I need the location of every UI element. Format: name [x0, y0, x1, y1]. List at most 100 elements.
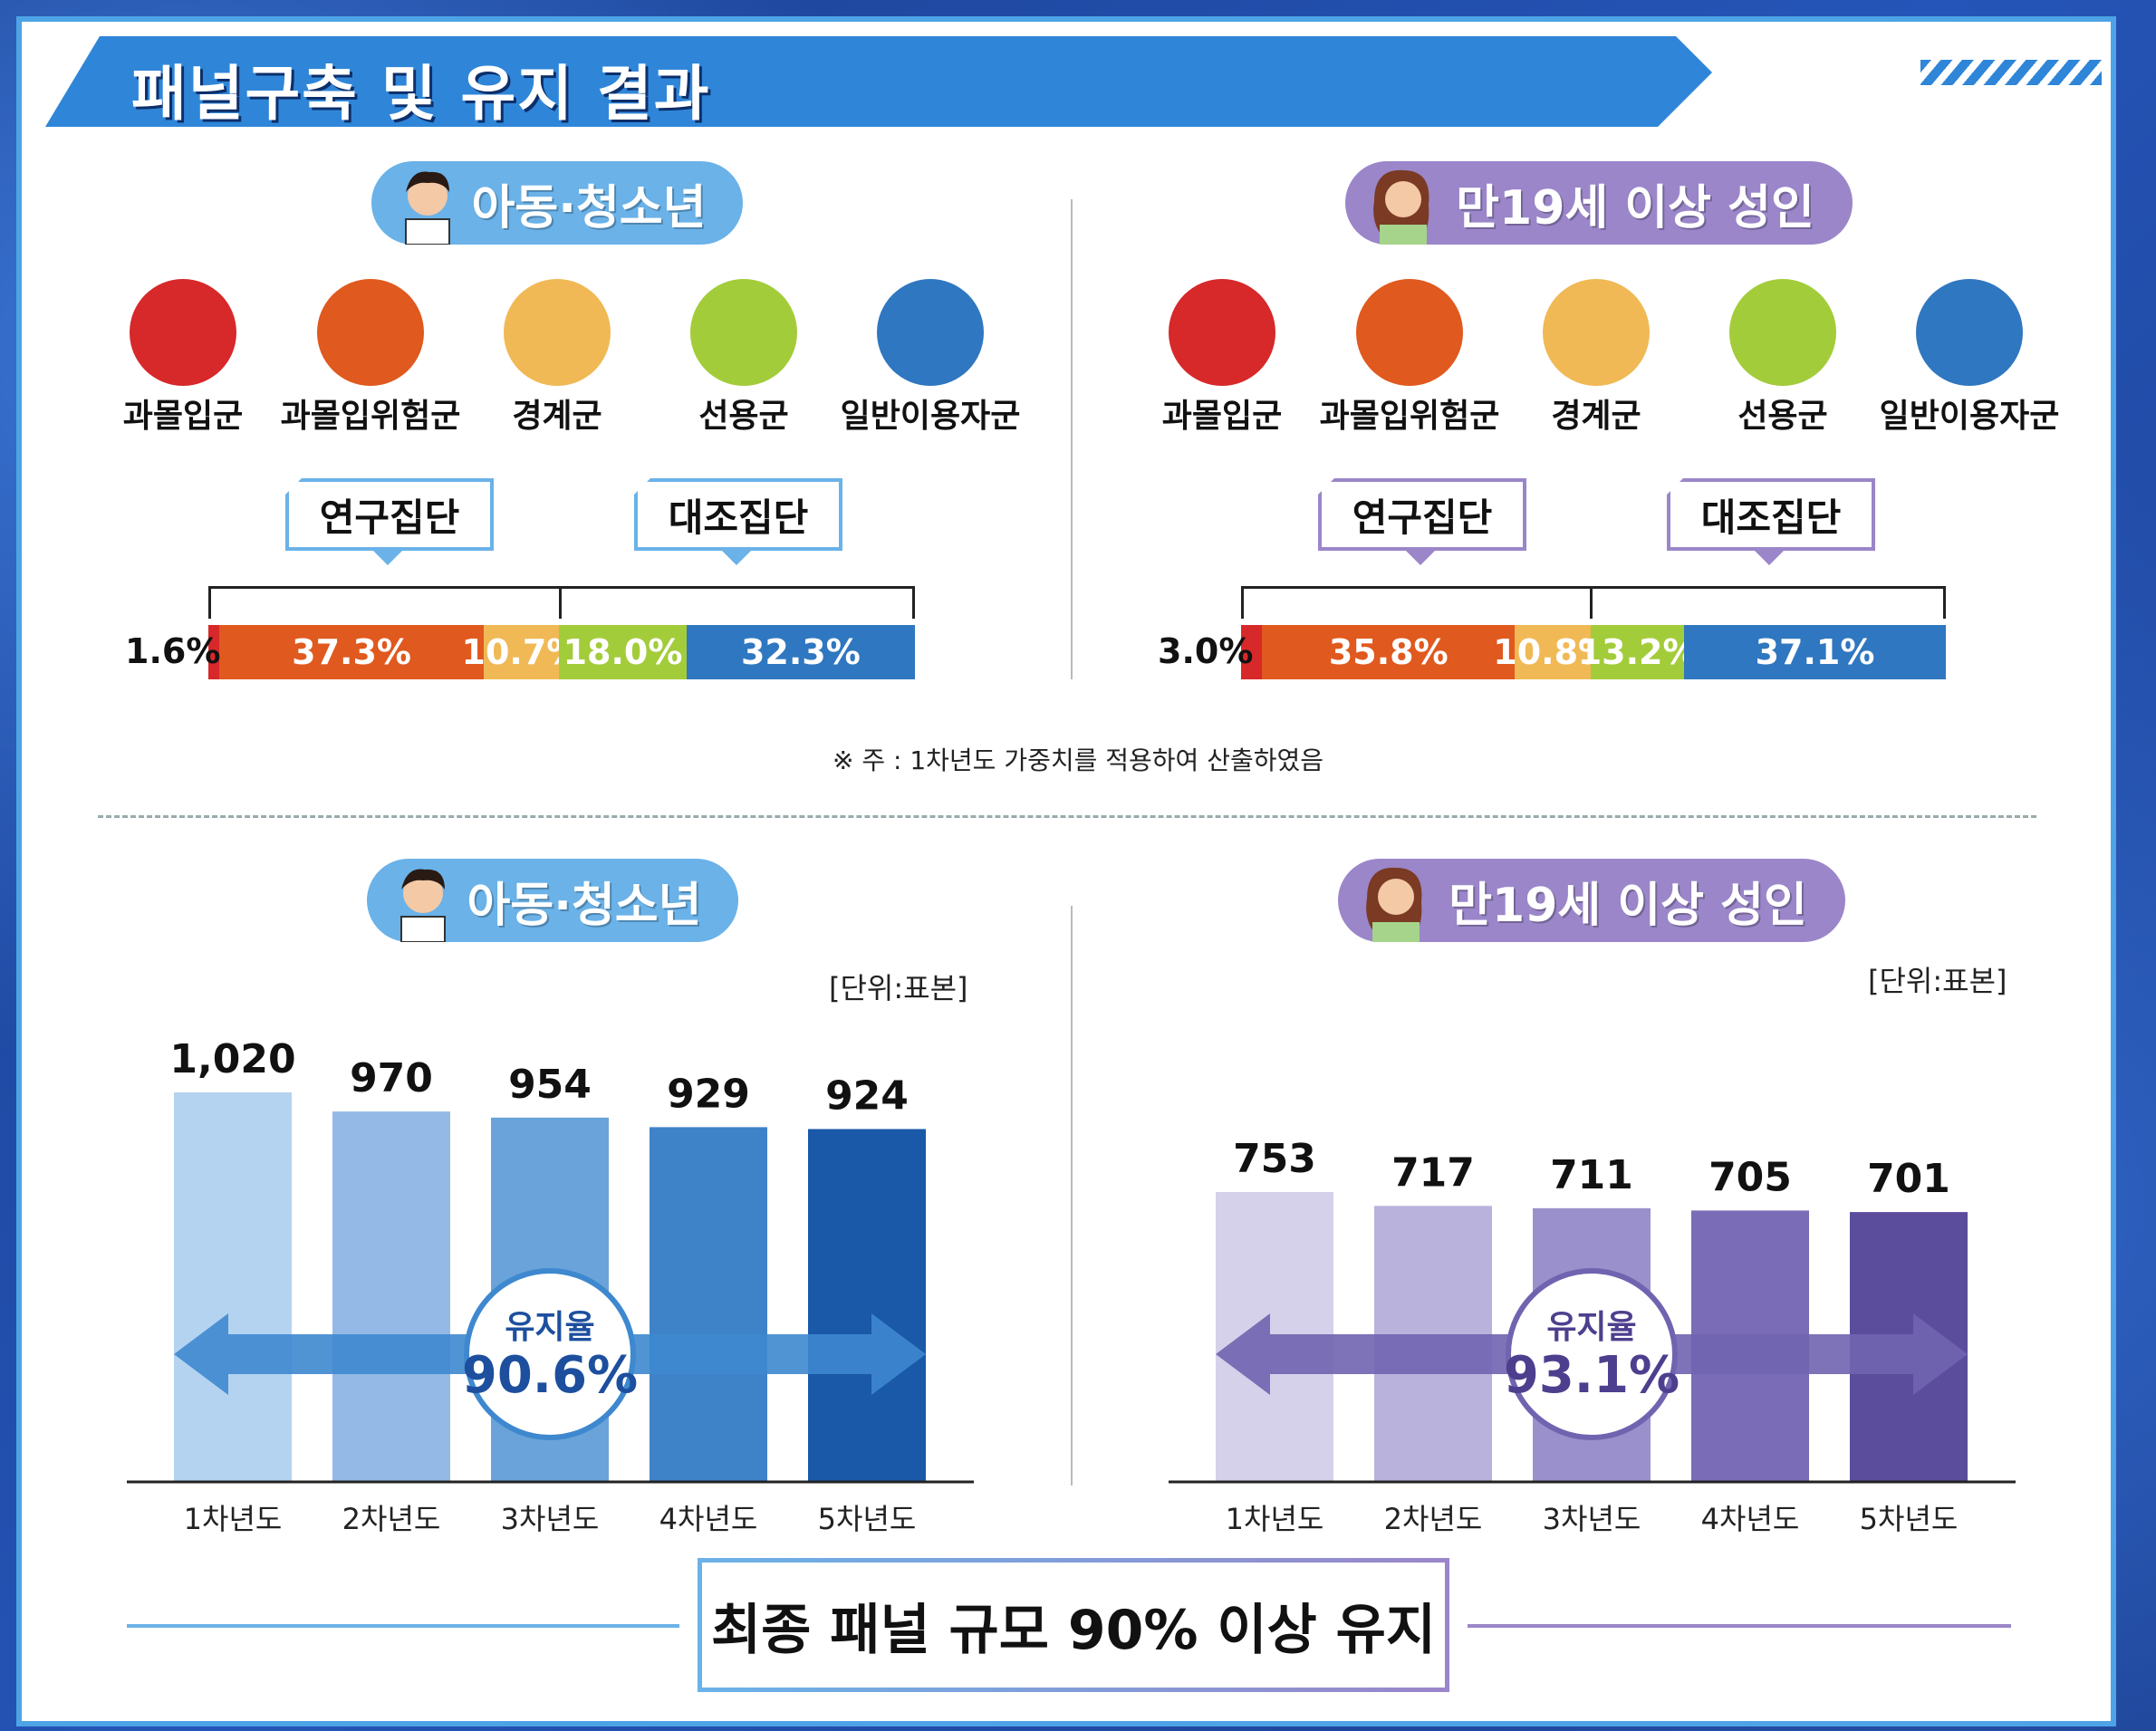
group-label: 일반이용자군	[840, 398, 1021, 435]
children-pill-label: 아동·청소년	[471, 180, 707, 236]
x-tick-label: 3차년도	[1543, 1502, 1641, 1536]
footnote: ※ 주 : 1차년도 가중치를 적용하여 산출하였음	[832, 745, 1324, 775]
bar-value-label: 929	[667, 1071, 750, 1117]
x-tick-label: 3차년도	[501, 1502, 600, 1536]
bar	[650, 1127, 767, 1482]
study-bracket	[208, 586, 562, 619]
group-label: 과몰입위험군	[280, 398, 461, 435]
title-banner	[45, 36, 1712, 127]
retention-badge	[1506, 1268, 1678, 1440]
unit-label: [단위:표본]	[829, 971, 968, 1005]
composition-segment: 37.1%	[1684, 625, 1946, 679]
group-label: 경계군	[1551, 398, 1641, 435]
column-divider	[1071, 199, 1073, 679]
good-use-group-icon	[690, 279, 797, 386]
composition-segment: 10.7%	[462, 625, 581, 679]
bar-value-label: 717	[1391, 1149, 1475, 1196]
x-tick-label: 2차년도	[1384, 1502, 1483, 1536]
x-tick-label: 4차년도	[1701, 1502, 1800, 1536]
overuse-group-icon	[130, 279, 236, 386]
x-tick-label: 5차년도	[1860, 1502, 1959, 1536]
adult-avatar-icon	[1366, 867, 1422, 942]
bar-value-label: 705	[1708, 1154, 1792, 1200]
group-label: 과몰입군	[122, 398, 244, 435]
segment-label: 32.3%	[740, 632, 861, 672]
bar-value-label: 954	[508, 1062, 592, 1108]
composition-segment: 18.0%	[559, 625, 687, 679]
child-avatar-icon	[400, 869, 446, 942]
bar-value-label: 1,020	[169, 1036, 295, 1082]
study-group-tag: 연구집단	[285, 478, 494, 551]
x-tick-label: 1차년도	[184, 1502, 283, 1536]
overuse-group-icon	[1169, 279, 1275, 386]
segment-label: 13.2%	[1577, 632, 1698, 672]
banner-line-right	[1468, 1624, 2011, 1628]
control-bracket	[1590, 586, 1946, 619]
retention-value: 90.6%	[462, 1346, 638, 1405]
caution-group-icon	[1543, 279, 1650, 386]
children-pill: 아동·청소년	[367, 859, 738, 942]
summary-banner: 최종 패널 규모 90% 이상 유지	[698, 1558, 1449, 1692]
first-segment-label: 1.6%	[125, 631, 221, 671]
bar-value-label: 970	[350, 1055, 433, 1101]
tag-pointer	[720, 549, 753, 565]
x-tick-label: 2차년도	[342, 1502, 441, 1536]
group-label: 선용군	[698, 398, 789, 435]
x-tick-label: 1차년도	[1226, 1502, 1324, 1536]
x-tick-label: 5차년도	[818, 1502, 917, 1536]
composition-segment: 32.3%	[686, 625, 915, 679]
children-composition-bar: 37.3% 10.7% 18.0% 32.3%	[208, 625, 915, 679]
bar	[808, 1129, 926, 1482]
group-label: 과몰입군	[1161, 398, 1283, 435]
tag-pointer	[371, 549, 404, 565]
segment-label: 37.3%	[292, 632, 412, 672]
unit-label: [단위:표본]	[1868, 964, 2007, 998]
group-label: 과몰입위험군	[1319, 398, 1500, 435]
adults-pill-label: 만19세 이상 성인	[1456, 180, 1814, 236]
first-segment-label: 3.0%	[1158, 631, 1254, 671]
children-sample-chart: 1,020 1차년도 970 2차년도 954 3차년도 929 4차년도 924 5차년도 유지율…	[127, 1036, 974, 1536]
control-bracket	[559, 586, 915, 619]
bar-value-label: 924	[825, 1072, 909, 1119]
banner-line-left	[127, 1624, 679, 1628]
adults-sample-chart: 753 1차년도 717 2차년도 711 3차년도 705 4차년도 701 5차년도 유지율93…	[1169, 1136, 2016, 1536]
retention-badge	[464, 1268, 636, 1440]
study-bracket	[1241, 586, 1593, 619]
bar-value-label: 753	[1233, 1136, 1316, 1182]
bar	[332, 1111, 450, 1482]
retention-value: 93.1%	[1504, 1346, 1680, 1405]
adults-composition-bar: 35.8% 10.8% 13.2% 37.1%	[1241, 625, 1946, 679]
composition-segment	[1241, 625, 1263, 679]
children-pill: 아동·청소년	[371, 161, 743, 245]
adult-avatar-icon	[1373, 169, 1429, 245]
bar-value-label: 711	[1550, 1152, 1633, 1198]
composition-segment: 13.2%	[1578, 625, 1698, 679]
composition-segment	[208, 625, 220, 679]
bar-value-label: 701	[1867, 1156, 1950, 1202]
section-divider	[98, 815, 2036, 818]
segment-label: 35.8%	[1328, 632, 1449, 672]
adults-pill: 만19세 이상 성인	[1345, 161, 1853, 245]
adults-pill: 만19세 이상 성인	[1338, 859, 1845, 942]
general-user-group-icon	[877, 279, 984, 386]
tag-pointer	[1753, 549, 1785, 565]
group-label: 경계군	[512, 398, 602, 435]
general-user-group-icon	[1916, 279, 2023, 386]
good-use-group-icon	[1729, 279, 1836, 386]
x-tick-label: 4차년도	[659, 1502, 758, 1536]
adults-pill-label: 만19세 이상 성인	[1449, 878, 1807, 933]
children-pill-label: 아동·청소년	[467, 878, 702, 933]
tag-pointer	[1404, 549, 1437, 565]
composition-segment: 35.8%	[1262, 625, 1516, 679]
retention-label: 유지율	[1546, 1309, 1636, 1346]
composition-segment: 37.3%	[219, 625, 484, 679]
column-divider	[1071, 906, 1073, 1486]
retention-label: 유지율	[505, 1309, 594, 1346]
decorative-stripes	[1920, 60, 2102, 85]
overuse-risk-group-icon	[317, 279, 424, 386]
page-title: 패널구축 및 유지 결과	[131, 59, 711, 129]
control-group-tag: 대조집단	[1667, 478, 1875, 551]
group-label: 선용군	[1737, 398, 1828, 435]
study-group-tag: 연구집단	[1318, 478, 1526, 551]
group-label: 일반이용자군	[1879, 398, 2060, 435]
